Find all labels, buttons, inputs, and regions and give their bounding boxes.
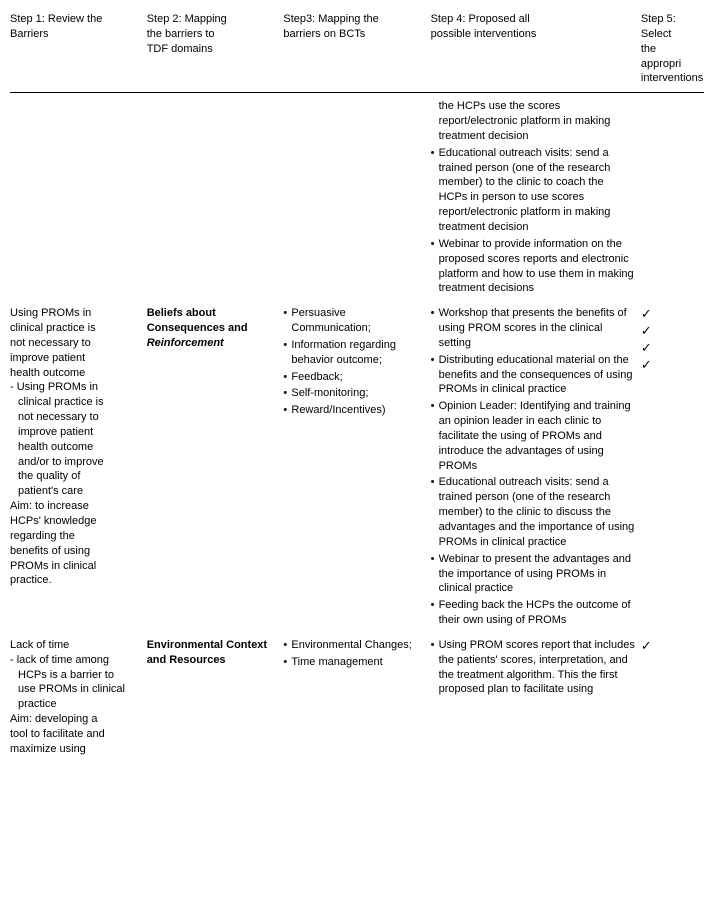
- cell-interventions: Using PROM scores report that includes t…: [431, 632, 641, 759]
- cell-selected: ✓ ✓ ✓ ✓: [641, 300, 704, 632]
- header-step4: Step 4: Proposed all possible interventi…: [431, 8, 641, 93]
- cell-bct: Environmental Changes; Time management: [283, 632, 430, 759]
- cell-interventions: Workshop that presents the benefits of u…: [431, 300, 641, 632]
- table-row: Lack of time - lack of time among HCPs i…: [10, 632, 704, 759]
- table-row: the HCPs use the scores report/electroni…: [10, 93, 704, 300]
- header-step1: Step 1: Review the Barriers: [10, 8, 147, 93]
- check-icon: ✓: [641, 357, 698, 374]
- cell-domain: Environmental Context and Resources: [147, 632, 284, 759]
- cell-domain: Beliefs about Consequences and Reinforce…: [147, 300, 284, 632]
- table-row: Using PROMs in clinical practice is not …: [10, 300, 704, 632]
- cell-barrier: Using PROMs in clinical practice is not …: [10, 300, 147, 632]
- check-icon: ✓: [641, 638, 698, 655]
- header-step5: Step 5: Select the appropri intervention…: [641, 8, 704, 93]
- header-step3: Step3: Mapping the barriers on BCTs: [283, 8, 430, 93]
- header-row: Step 1: Review the Barriers Step 2: Mapp…: [10, 8, 704, 93]
- cell-selected: ✓: [641, 632, 704, 759]
- header-step2: Step 2: Mapping the barriers to TDF doma…: [147, 8, 284, 93]
- check-icon: ✓: [641, 306, 698, 323]
- cell-bct: Persuasive Communication; Information re…: [283, 300, 430, 632]
- mapping-table: Step 1: Review the Barriers Step 2: Mapp…: [10, 8, 704, 759]
- cell-interventions: the HCPs use the scores report/electroni…: [431, 93, 641, 300]
- cell-barrier: Lack of time - lack of time among HCPs i…: [10, 632, 147, 759]
- check-icon: ✓: [641, 340, 698, 357]
- check-icon: ✓: [641, 323, 698, 340]
